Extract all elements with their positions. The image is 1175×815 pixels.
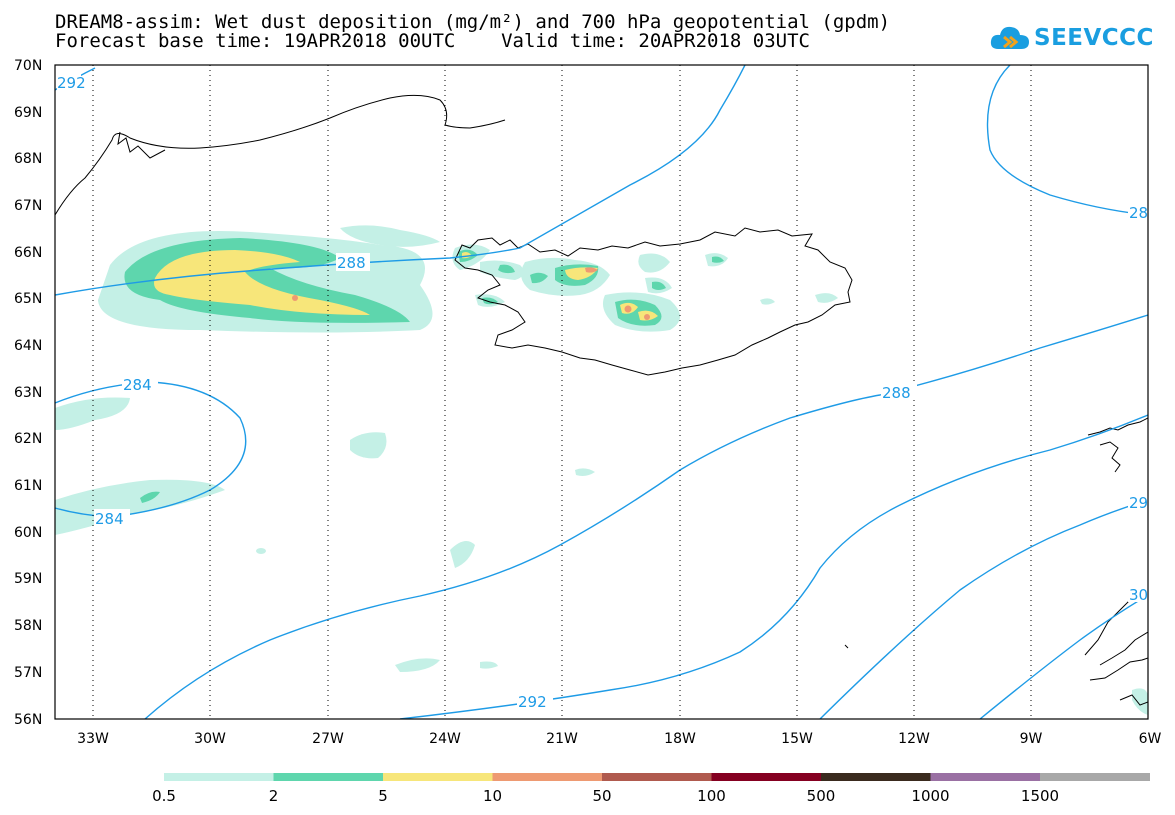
lat-label: 57N xyxy=(14,665,42,681)
lon-label: 30W xyxy=(194,731,226,747)
map-subtitle: Forecast base time: 19APR2018 00UTC Vali… xyxy=(55,30,810,52)
geopotential-contours xyxy=(55,65,1148,719)
cloud-icon xyxy=(990,26,1029,49)
logo-text: SEEVCCC xyxy=(1034,25,1154,51)
lat-label: 62N xyxy=(14,431,42,447)
legend-swatch xyxy=(383,773,493,781)
contour-label: 284 xyxy=(123,376,152,394)
lat-label: 56N xyxy=(14,712,42,728)
lon-label: 9W xyxy=(1020,731,1043,747)
lat-label: 70N xyxy=(14,58,42,74)
legend-swatch xyxy=(711,773,822,781)
contour-label: 288 xyxy=(337,254,366,272)
legend-swatch xyxy=(492,773,603,781)
dust-deposition-field xyxy=(55,225,1148,715)
lon-label: 27W xyxy=(312,731,344,747)
legend-swatch xyxy=(164,773,274,781)
lat-label: 61N xyxy=(14,478,42,494)
color-legend: 0.5 2 5 10 50 100 500 1000 1500 xyxy=(152,773,1150,805)
seevccc-logo: SEEVCCC xyxy=(990,20,1154,56)
lon-label: 18W xyxy=(664,731,696,747)
map-title: DREAM8-assim: Wet dust deposition (mg/m²… xyxy=(55,11,891,33)
longitude-labels: 33W 30W 27W 24W 21W 18W 15W 12W 9W 6W xyxy=(77,731,1161,747)
map-frame xyxy=(54,64,1149,720)
legend-swatch xyxy=(273,773,384,781)
lat-label: 58N xyxy=(14,618,42,634)
contour-label: 29 xyxy=(1129,494,1148,512)
lat-label: 64N xyxy=(14,338,42,354)
legend-swatch xyxy=(1040,773,1150,781)
lat-label: 69N xyxy=(14,105,42,121)
map-area: 292 288 28 284 284 288 292 29 30 xyxy=(55,65,1148,719)
legend-swatch xyxy=(602,773,712,781)
lat-label: 67N xyxy=(14,198,42,214)
lon-label: 6W xyxy=(1139,731,1162,747)
graticule xyxy=(92,65,1032,719)
legend-swatch xyxy=(930,773,1041,781)
legend-label: 0.5 xyxy=(152,787,176,805)
lon-label: 21W xyxy=(546,731,578,747)
lon-label: 12W xyxy=(898,731,930,747)
lat-label: 60N xyxy=(14,525,42,541)
lat-label: 59N xyxy=(14,571,42,587)
coastlines xyxy=(55,94,1148,706)
legend-label: 1500 xyxy=(1021,787,1059,805)
contour-label: 288 xyxy=(882,384,911,402)
contour-label: 292 xyxy=(518,693,547,711)
legend-label: 50 xyxy=(592,787,611,805)
legend-label: 2 xyxy=(269,787,279,805)
legend-label: 10 xyxy=(483,787,502,805)
contour-label: 284 xyxy=(95,510,124,528)
contour-label: 30 xyxy=(1129,586,1148,604)
contour-label: 28 xyxy=(1129,204,1148,222)
legend-label: 1000 xyxy=(911,787,949,805)
lat-label: 68N xyxy=(14,151,42,167)
lat-label: 66N xyxy=(14,245,42,261)
lat-label: 63N xyxy=(14,385,42,401)
lon-label: 24W xyxy=(429,731,461,747)
legend-label: 100 xyxy=(697,787,726,805)
latitude-labels: 70N 69N 68N 67N 66N 65N 64N 63N 62N 61N … xyxy=(14,58,42,728)
legend-swatch xyxy=(821,773,931,781)
lon-label: 33W xyxy=(77,731,109,747)
legend-label: 500 xyxy=(807,787,836,805)
lat-label: 65N xyxy=(14,291,42,307)
lon-label: 15W xyxy=(781,731,813,747)
legend-label: 5 xyxy=(378,787,388,805)
contour-labels: 292 288 28 284 284 288 292 29 30 xyxy=(57,74,1148,711)
contour-label: 292 xyxy=(57,74,86,92)
